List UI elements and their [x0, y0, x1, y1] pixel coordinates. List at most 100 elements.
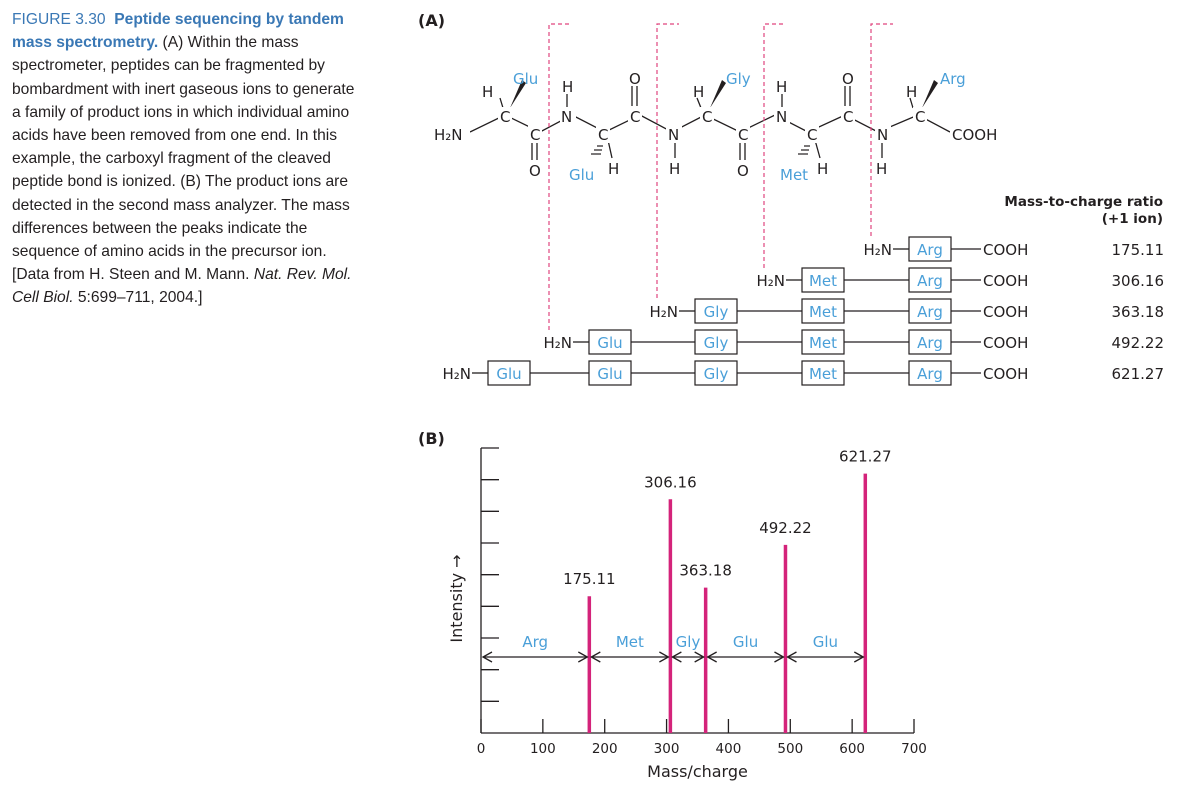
residue-label: Gly — [704, 303, 729, 321]
figure-caption: FIGURE 3.30 Peptide sequencing by tandem… — [12, 8, 362, 310]
peptide-structure: H₂N C C N C C N C C N C C N C COOH H H O… — [432, 70, 1002, 184]
mass-difference-arrow: Glu — [706, 633, 785, 663]
caption-body: (A) Within the mass spectrometer, peptid… — [12, 34, 355, 284]
panel-a-label: (A) — [418, 11, 445, 30]
atom-c: C — [630, 108, 640, 126]
atom-c: C — [738, 126, 748, 144]
residue-box — [487, 360, 531, 386]
residue-box — [588, 329, 632, 355]
atom-c: C — [500, 108, 510, 126]
cleavage-markers — [548, 23, 893, 330]
caption-reference: 5:699–711, 2004.] — [73, 289, 203, 307]
atom-c: C — [915, 108, 925, 126]
fragment-n-terminus: H₂N — [442, 365, 471, 383]
ratio-subheader: (+1 ion) — [1102, 211, 1163, 227]
side-chain-arg: Arg — [940, 70, 966, 88]
fragment-row: H₂N Glu Glu Gly Met Arg COOH 621.27 — [442, 360, 1165, 386]
atom-o: O — [842, 70, 854, 88]
atom-h: H — [562, 78, 573, 96]
y-axis-title: Intensity → — [447, 554, 466, 642]
fragment-c-terminus: COOH — [983, 303, 1028, 321]
mass-to-charge-value: 492.22 — [1112, 334, 1165, 352]
residue-label: Gly — [704, 334, 729, 352]
residue-box — [694, 329, 738, 355]
atom-n: N — [776, 108, 787, 126]
peak-label: 492.22 — [759, 519, 812, 537]
mass-difference-label: Glu — [813, 633, 838, 651]
residue-box — [694, 360, 738, 386]
residue-label: Arg — [917, 334, 943, 352]
x-tick-label: 300 — [654, 741, 680, 757]
residue-label: Met — [809, 365, 837, 383]
side-chain-glu-1: Glu — [513, 70, 538, 88]
residue-box — [908, 329, 952, 355]
figure-title: Peptide sequencing by tandem mass spectr… — [12, 11, 344, 52]
mass-to-charge-value: 306.16 — [1112, 272, 1165, 290]
side-chain-met: Met — [780, 166, 808, 184]
x-tick-label: 600 — [839, 741, 865, 757]
side-chain-gly: Gly — [726, 70, 751, 88]
residue-label: Arg — [917, 241, 943, 259]
peak-label: 175.11 — [563, 570, 616, 588]
residue-box — [801, 360, 845, 386]
atom-n: N — [877, 126, 888, 144]
n-terminus-label: H₂N — [434, 126, 463, 144]
x-axis-title: Mass/charge — [647, 762, 748, 781]
fragment-row: H₂N Glu Gly Met Arg COOH 492.22 — [543, 329, 1165, 355]
panel-b-label: (B) — [418, 429, 445, 448]
residue-box — [908, 360, 952, 386]
mass-spectrum: 0 100 200 300 400 500 600 700 Mass/charge Intensi… — [447, 447, 927, 781]
residue-label: Met — [809, 303, 837, 321]
residue-box — [801, 298, 845, 324]
residue-box — [908, 298, 952, 324]
fragment-ladder: H₂N Arg COOH 175.11 H₂N Met Arg COOH 306.16 H₂N Gl… — [442, 236, 1165, 386]
x-tick-label: 100 — [530, 741, 556, 757]
x-tick-label: 200 — [592, 741, 618, 757]
atom-c: C — [843, 108, 853, 126]
atom-o: O — [737, 162, 749, 180]
fragment-row: H₂N Gly Met Arg COOH 363.18 — [649, 298, 1164, 324]
residue-label: Glu — [496, 365, 521, 383]
residue-box — [588, 360, 632, 386]
mass-difference-arrow: Arg — [481, 633, 589, 663]
fragment-c-terminus: COOH — [983, 334, 1028, 352]
mass-to-charge-value: 175.11 — [1112, 241, 1165, 259]
atom-c: C — [598, 126, 608, 144]
peak-label: 621.27 — [839, 448, 892, 466]
figure-label: FIGURE 3.30 — [12, 11, 106, 28]
residue-box — [801, 267, 845, 293]
ratio-header: Mass-to-charge ratio — [1004, 194, 1163, 210]
atom-h: H — [776, 78, 787, 96]
residue-box — [908, 267, 952, 293]
atom-h: H — [693, 83, 704, 101]
residue-label: Gly — [704, 365, 729, 383]
residue-box — [801, 329, 845, 355]
x-tick-label: 0 — [477, 741, 486, 757]
peak-label: 306.16 — [644, 473, 697, 491]
x-tick-label: 400 — [716, 741, 742, 757]
mass-difference-arrow: Met — [589, 633, 670, 663]
fragment-row: H₂N Met Arg COOH 306.16 — [756, 267, 1165, 293]
mass-difference-label: Met — [616, 633, 644, 651]
residue-label: Arg — [917, 365, 943, 383]
residue-label: Arg — [917, 272, 943, 290]
atom-c: C — [702, 108, 712, 126]
mass-difference-label: Glu — [733, 633, 758, 651]
atom-h: H — [608, 160, 619, 178]
mass-to-charge-value: 621.27 — [1112, 365, 1165, 383]
peak-label: 363.18 — [679, 562, 732, 580]
residue-label: Met — [809, 272, 837, 290]
mass-difference-arrow: Gly — [671, 633, 705, 663]
atom-n: N — [668, 126, 679, 144]
residue-label: Glu — [597, 334, 622, 352]
x-tick-label: 500 — [777, 741, 803, 757]
residue-label: Met — [809, 334, 837, 352]
fragment-c-terminus: COOH — [983, 365, 1028, 383]
c-terminus-label: COOH — [952, 126, 997, 144]
side-chain-glu-2: Glu — [569, 166, 594, 184]
atom-h: H — [876, 160, 887, 178]
atom-c: C — [807, 126, 817, 144]
residue-box — [694, 298, 738, 324]
atom-n: N — [561, 108, 572, 126]
